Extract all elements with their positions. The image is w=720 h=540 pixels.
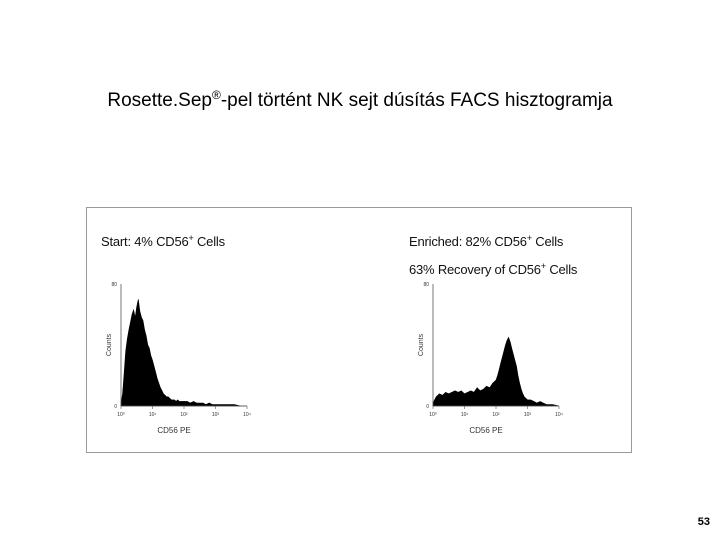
start-y-tick-label: 80 [111,282,117,288]
enriched-histogram-area [432,336,560,407]
enriched-x-tick-label: 10¹ [461,412,469,418]
enriched-x-tick-label: 10⁰ [429,412,437,418]
enriched-line1-superscript: + [526,233,532,243]
registered-mark: ® [211,88,221,102]
enriched-x-tick-label: 10³ [524,412,532,418]
enriched-y-axis-label: Counts [418,333,425,356]
enriched-panel-heading: Enriched: 82% CD56+ Cells 63% Recovery o… [409,226,577,282]
enriched-heading-line1: Enriched: 82% CD56+ Cells [409,226,577,254]
enriched-line1-text: Enriched: 82% CD56 [409,234,527,249]
enriched-histogram: 10⁰ 10¹ 10² 10³ 10⁴ 0 80 CD56 PE Counts [417,280,577,436]
enriched-line2-suffix: Cells [545,262,578,277]
start-x-tick-label: 10⁰ [117,412,125,418]
page-number: 53 [697,516,710,528]
start-histogram-area [120,299,247,407]
start-y-tick-label: 0 [114,404,117,410]
start-histogram: 10⁰ 10¹ 10² 10³ 10⁴ 0 80 CD56 PE Counts [105,280,265,436]
start-y-axis-label: Counts [106,333,113,356]
slide-title-main: Rosette.Sep [107,90,212,111]
enriched-line1-suffix: Cells [531,234,564,249]
start-x-tick-label: 10² [180,412,188,418]
enriched-line2-superscript: + [540,261,546,271]
enriched-y-tick-label: 0 [426,404,429,410]
enriched-histogram-svg: 10⁰ 10¹ 10² 10³ 10⁴ 0 80 CD56 PE Counts [418,282,563,435]
start-x-tick-label: 10⁴ [243,412,251,418]
enriched-x-tick-label: 10⁴ [555,412,563,418]
start-heading-suffix: Cells [193,234,225,249]
start-panel-heading: Start: 4% CD56+ Cells [101,226,225,254]
slide-title-rest: -pel történt NK sejt dúsítás FACS hiszto… [220,90,613,111]
enriched-x-tick-label: 10² [492,412,500,418]
enriched-heading-line2: 63% Recovery of CD56+ Cells [409,254,577,282]
start-x-tick-label: 10³ [212,412,220,418]
start-heading-superscript: + [188,233,194,243]
enriched-line2-text: 63% Recovery of CD56 [409,262,541,277]
facs-figure: Start: 4% CD56+ Cells Enriched: 82% CD56… [86,207,632,453]
slide-title: Rosette.Sep®-pel történt NK sejt dúsítás… [0,88,720,112]
start-x-tick-label: 10¹ [149,412,157,418]
start-x-axis-label: CD56 PE [157,426,190,435]
enriched-y-tick-label: 80 [423,282,429,288]
start-heading-text: Start: 4% CD56 [101,234,189,249]
enriched-x-axis-label: CD56 PE [469,426,502,435]
start-histogram-svg: 10⁰ 10¹ 10² 10³ 10⁴ 0 80 CD56 PE Counts [106,282,251,435]
